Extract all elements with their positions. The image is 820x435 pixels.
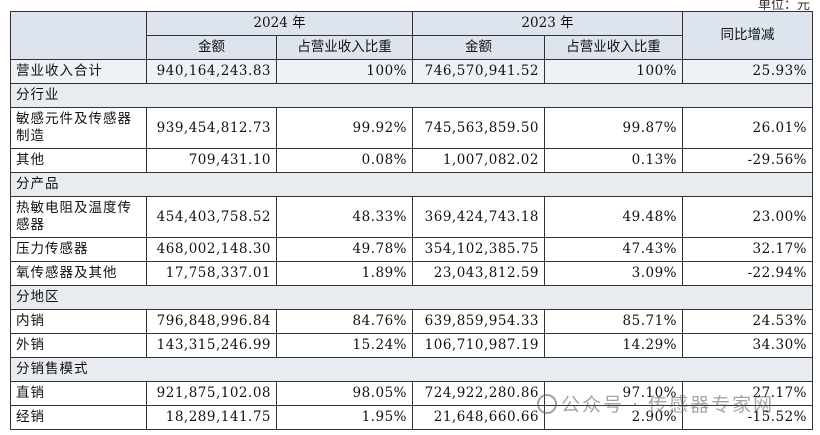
- table-row: 其他 709,431.10 0.08% 1,007,082.02 0.13% -…: [10, 148, 813, 173]
- table-row: 敏感元件及传感器制造 939,454,812.73 99.92% 745,563…: [10, 107, 813, 149]
- share-2023: 14.29%: [544, 333, 683, 358]
- yoy-change: -15.52%: [682, 405, 813, 430]
- amount-2024: 18,289,141.75: [146, 405, 277, 430]
- section-title: 分产品: [10, 172, 813, 197]
- yoy-change: 26.01%: [682, 107, 813, 149]
- share-2023: 99.87%: [544, 107, 683, 149]
- yoy-change: -22.94%: [682, 261, 813, 286]
- revenue-table: 2024 年 2023 年 同比增减 金额 占营业收入比重 金额 占营业收入比重…: [10, 11, 813, 430]
- share-2024: 0.08%: [276, 148, 413, 173]
- share-2024: 15.24%: [276, 333, 413, 358]
- amount-2024: 17,758,337.01: [146, 261, 277, 286]
- share-2023: 3.09%: [544, 261, 683, 286]
- share-2024: 99.92%: [276, 107, 413, 149]
- table-row: 直销 921,875,102.08 98.05% 724,922,280.86 …: [10, 381, 813, 406]
- amount-2024: 921,875,102.08: [146, 381, 277, 406]
- unit-label: 单位：元: [757, 0, 810, 13]
- amount-2024: 796,848,996.84: [146, 309, 277, 334]
- section-title: 分地区: [10, 285, 813, 310]
- row-label: 直销: [10, 381, 147, 406]
- header-year-2024: 2024 年: [146, 11, 413, 36]
- section-title: 分销售模式: [10, 357, 813, 382]
- share-2024: 84.76%: [276, 309, 413, 334]
- header-yoy: 同比增减: [682, 11, 813, 60]
- table-row: 压力传感器 468,002,148.30 49.78% 354,102,385.…: [10, 237, 813, 262]
- amount-2023: 106,710,987.19: [412, 333, 545, 358]
- share-2024: 48.33%: [276, 196, 413, 238]
- amount-2024: 468,002,148.30: [146, 237, 277, 262]
- amount-2023: 354,102,385.75: [412, 237, 545, 262]
- section-row: 分地区: [10, 285, 813, 310]
- section-row: 分行业: [10, 83, 813, 108]
- wechat-icon: [537, 394, 557, 414]
- yoy-change: -29.56%: [682, 148, 813, 173]
- table-row: 经销 18,289,141.75 1.95% 21,648,660.66 2.9…: [10, 405, 813, 430]
- share-2024: 1.95%: [276, 405, 413, 430]
- yoy-change: 23.00%: [682, 196, 813, 238]
- header-year-2023: 2023 年: [412, 11, 683, 36]
- section-row: 分销售模式: [10, 357, 813, 382]
- amount-2023: 369,424,743.18: [412, 196, 545, 238]
- row-label: 敏感元件及传感器制造: [10, 107, 147, 149]
- table-row: 内销 796,848,996.84 84.76% 639,859,954.33 …: [10, 309, 813, 334]
- watermark: 公众号 · 传感器专家网: [537, 390, 774, 417]
- amount-2024: 939,454,812.73: [146, 107, 277, 149]
- corner-header: [10, 11, 147, 60]
- row-label: 内销: [10, 309, 147, 334]
- row-label: 其他: [10, 148, 147, 173]
- amount-2023: 23,043,812.59: [412, 261, 545, 286]
- amount-2024: 454,403,758.52: [146, 196, 277, 238]
- yoy-change: 32.17%: [682, 237, 813, 262]
- table-row: 热敏电阻及温度传感器 454,403,758.52 48.33% 369,424…: [10, 196, 813, 238]
- section-row: 分产品: [10, 172, 813, 197]
- section-title: 分行业: [10, 83, 813, 108]
- header-share-2024: 占营业收入比重: [276, 35, 413, 60]
- share-2024: 98.05%: [276, 381, 413, 406]
- share-2023: 0.13%: [544, 148, 683, 173]
- table-row: 氧传感器及其他 17,758,337.01 1.89% 23,043,812.5…: [10, 261, 813, 286]
- amount-2023: 1,007,082.02: [412, 148, 545, 173]
- row-label: 氧传感器及其他: [10, 261, 147, 286]
- row-label: 外销: [10, 333, 147, 358]
- row-label: 营业收入合计: [10, 59, 147, 84]
- share-2023: 49.48%: [544, 196, 683, 238]
- share-2024: 49.78%: [276, 237, 413, 262]
- amount-2024: 940,164,243.83: [146, 59, 277, 84]
- amount-2023: 639,859,954.33: [412, 309, 545, 334]
- watermark-text: 公众号 · 传感器专家网: [561, 394, 775, 416]
- yoy-change: 34.30%: [682, 333, 813, 358]
- yoy-change: 25.93%: [682, 59, 813, 84]
- header-share-2023: 占营业收入比重: [544, 35, 683, 60]
- share-2023: 2.90%: [544, 405, 683, 430]
- share-2023: 100%: [544, 59, 683, 84]
- amount-2023: 724,922,280.86: [412, 381, 545, 406]
- amount-2023: 21,648,660.66: [412, 405, 545, 430]
- amount-2024: 143,315,246.99: [146, 333, 277, 358]
- row-label: 经销: [10, 405, 147, 430]
- share-2024: 1.89%: [276, 261, 413, 286]
- amount-2024: 709,431.10: [146, 148, 277, 173]
- amount-2023: 745,563,859.50: [412, 107, 545, 149]
- row-label: 压力传感器: [10, 237, 147, 262]
- row-label: 热敏电阻及温度传感器: [10, 196, 147, 238]
- table-row: 外销 143,315,246.99 15.24% 106,710,987.19 …: [10, 333, 813, 358]
- total-row: 营业收入合计 940,164,243.83 100% 746,570,941.5…: [10, 59, 813, 84]
- amount-2023: 746,570,941.52: [412, 59, 545, 84]
- yoy-change: 24.53%: [682, 309, 813, 334]
- share-2023: 47.43%: [544, 237, 683, 262]
- header-amount-2023: 金额: [412, 35, 545, 60]
- share-2024: 100%: [276, 59, 413, 84]
- share-2023: 85.71%: [544, 309, 683, 334]
- header-amount-2024: 金额: [146, 35, 277, 60]
